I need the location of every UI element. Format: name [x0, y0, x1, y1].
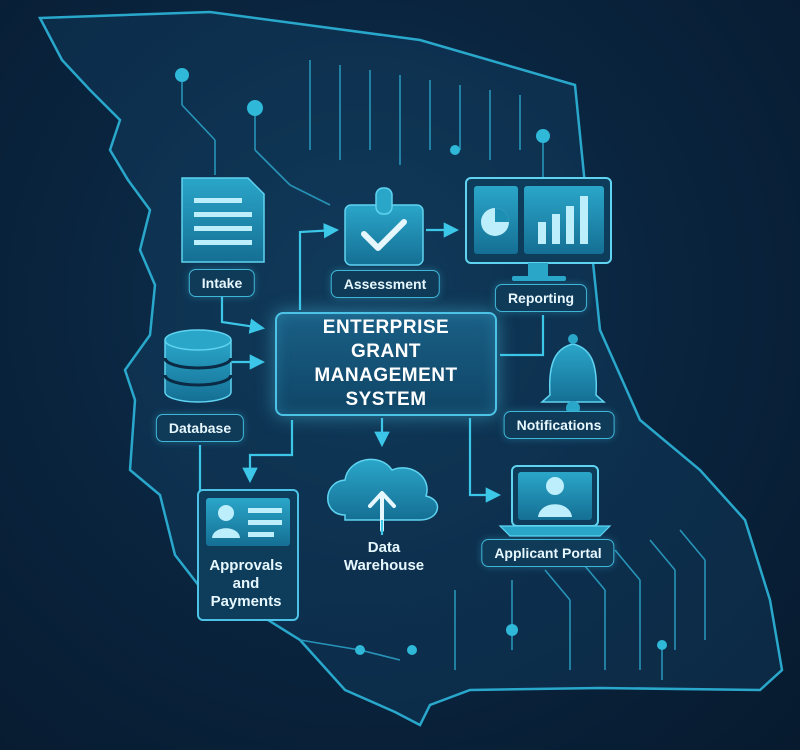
portal-label: Applicant Portal [481, 539, 615, 567]
cloud-upload-icon [327, 458, 439, 535]
id-card-icon [197, 489, 299, 621]
arrow-core-to-assessment [298, 222, 340, 310]
circuit-lines-bottom [299, 529, 706, 680]
arrow-core-to-portal [468, 418, 502, 503]
user-laptop-icon [498, 465, 612, 537]
core-system-box: ENTERPRISE GRANT MANAGEMENT SYSTEM [275, 312, 497, 416]
core-system-title: ENTERPRISE GRANT MANAGEMENT SYSTEM [314, 317, 458, 410]
notifications-label: Notifications [503, 411, 615, 439]
document-icon [181, 177, 265, 263]
arrow-intake-to-core [220, 290, 266, 334]
database-icon [163, 329, 233, 403]
warehouse-label: Data Warehouse [343, 539, 425, 574]
link-reporting-to-core [500, 315, 545, 357]
dashboard-chart-icon [465, 177, 612, 281]
reporting-label: Reporting [494, 284, 588, 312]
assessment-label: Assessment [330, 270, 440, 298]
database-label: Database [155, 414, 245, 442]
circuit-nodes-top [175, 68, 550, 155]
circuit-lines-top [181, 60, 544, 206]
intake-label: Intake [188, 269, 256, 297]
checkmark-icon [344, 187, 424, 266]
circuit-nodes-bottom [355, 624, 667, 655]
approvals-label: Approvals and Payments [209, 557, 283, 610]
arrow-core-to-approvals [242, 420, 294, 484]
connectors [198, 222, 545, 503]
